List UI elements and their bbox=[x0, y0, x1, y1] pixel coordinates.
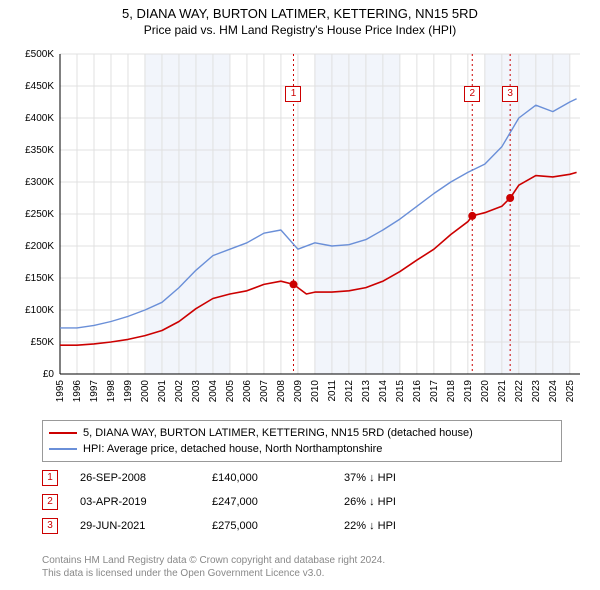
footer-line-1: Contains HM Land Registry data © Crown c… bbox=[42, 554, 562, 567]
svg-text:£400K: £400K bbox=[25, 113, 54, 124]
svg-text:2005: 2005 bbox=[225, 380, 236, 403]
sale-row: 1 26-SEP-2008 £140,000 37% ↓ HPI bbox=[42, 466, 562, 490]
svg-text:2003: 2003 bbox=[191, 380, 202, 403]
svg-text:£450K: £450K bbox=[25, 81, 54, 92]
svg-text:2023: 2023 bbox=[531, 380, 542, 403]
sale-marker-label: 3 bbox=[502, 86, 518, 102]
sale-price: £247,000 bbox=[212, 496, 322, 508]
svg-text:2016: 2016 bbox=[412, 380, 423, 403]
svg-text:1997: 1997 bbox=[89, 380, 100, 403]
svg-text:1996: 1996 bbox=[72, 380, 83, 403]
svg-text:2006: 2006 bbox=[242, 380, 253, 403]
svg-text:£50K: £50K bbox=[31, 337, 55, 348]
sale-delta: 22% ↓ HPI bbox=[344, 520, 454, 532]
page-root: 5, DIANA WAY, BURTON LATIMER, KETTERING,… bbox=[0, 0, 600, 590]
sale-row-marker: 2 bbox=[42, 494, 58, 510]
svg-text:2025: 2025 bbox=[565, 380, 576, 403]
svg-text:2007: 2007 bbox=[259, 380, 270, 403]
svg-text:2011: 2011 bbox=[327, 380, 338, 402]
sale-price: £275,000 bbox=[212, 520, 322, 532]
chart-subtitle: Price paid vs. HM Land Registry's House … bbox=[0, 23, 600, 39]
sale-date: 29-JUN-2021 bbox=[80, 520, 190, 532]
svg-text:£100K: £100K bbox=[25, 305, 54, 316]
sale-date: 26-SEP-2008 bbox=[80, 472, 190, 484]
sale-delta: 26% ↓ HPI bbox=[344, 496, 454, 508]
svg-text:2024: 2024 bbox=[548, 380, 559, 403]
svg-text:2002: 2002 bbox=[174, 380, 185, 403]
svg-text:2018: 2018 bbox=[446, 380, 457, 403]
footer-attribution: Contains HM Land Registry data © Crown c… bbox=[42, 554, 562, 580]
svg-text:2021: 2021 bbox=[497, 380, 508, 403]
svg-text:1998: 1998 bbox=[106, 380, 117, 403]
legend-swatch bbox=[49, 448, 77, 450]
svg-text:1995: 1995 bbox=[55, 380, 66, 403]
footer-line-2: This data is licensed under the Open Gov… bbox=[42, 567, 562, 580]
sale-price: £140,000 bbox=[212, 472, 322, 484]
svg-text:£150K: £150K bbox=[25, 273, 54, 284]
title-block: 5, DIANA WAY, BURTON LATIMER, KETTERING,… bbox=[0, 0, 600, 38]
legend-row: 5, DIANA WAY, BURTON LATIMER, KETTERING,… bbox=[49, 425, 555, 441]
svg-text:2001: 2001 bbox=[157, 380, 168, 403]
svg-text:1999: 1999 bbox=[123, 380, 134, 403]
svg-text:2017: 2017 bbox=[429, 380, 440, 403]
svg-text:£200K: £200K bbox=[25, 241, 54, 252]
svg-text:2004: 2004 bbox=[208, 380, 219, 403]
sale-row: 3 29-JUN-2021 £275,000 22% ↓ HPI bbox=[42, 514, 562, 538]
svg-text:2015: 2015 bbox=[395, 380, 406, 403]
svg-text:2019: 2019 bbox=[463, 380, 474, 403]
svg-text:£300K: £300K bbox=[25, 177, 54, 188]
sale-delta: 37% ↓ HPI bbox=[344, 472, 454, 484]
svg-text:2013: 2013 bbox=[361, 380, 372, 403]
svg-text:2022: 2022 bbox=[514, 380, 525, 403]
svg-text:2009: 2009 bbox=[293, 380, 304, 403]
svg-text:2008: 2008 bbox=[276, 380, 287, 403]
svg-text:2010: 2010 bbox=[310, 380, 321, 403]
svg-text:£0: £0 bbox=[43, 369, 55, 380]
sale-date: 03-APR-2019 bbox=[80, 496, 190, 508]
legend-label: HPI: Average price, detached house, Nort… bbox=[83, 443, 382, 455]
legend-row: HPI: Average price, detached house, Nort… bbox=[49, 441, 555, 457]
sales-table: 1 26-SEP-2008 £140,000 37% ↓ HPI 2 03-APR-201… bbox=[42, 466, 562, 538]
sale-marker-label: 1 bbox=[285, 86, 301, 102]
svg-text:£250K: £250K bbox=[25, 209, 54, 220]
legend-swatch bbox=[49, 432, 77, 434]
legend: 5, DIANA WAY, BURTON LATIMER, KETTERING,… bbox=[42, 420, 562, 462]
svg-text:2014: 2014 bbox=[378, 380, 389, 403]
sale-row-marker: 1 bbox=[42, 470, 58, 486]
legend-label: 5, DIANA WAY, BURTON LATIMER, KETTERING,… bbox=[83, 427, 473, 439]
svg-text:2020: 2020 bbox=[480, 380, 491, 403]
sale-row-marker: 3 bbox=[42, 518, 58, 534]
chart-container: £0 £50K £100K £150K £200K £250K £300K £350K £400… bbox=[10, 44, 590, 409]
svg-text:2000: 2000 bbox=[140, 380, 151, 403]
svg-text:£350K: £350K bbox=[25, 145, 54, 156]
sale-marker-label: 2 bbox=[464, 86, 480, 102]
svg-text:£500K: £500K bbox=[25, 49, 54, 60]
sale-row: 2 03-APR-2019 £247,000 26% ↓ HPI bbox=[42, 490, 562, 514]
svg-text:2012: 2012 bbox=[344, 380, 355, 403]
chart-title: 5, DIANA WAY, BURTON LATIMER, KETTERING,… bbox=[0, 6, 600, 23]
